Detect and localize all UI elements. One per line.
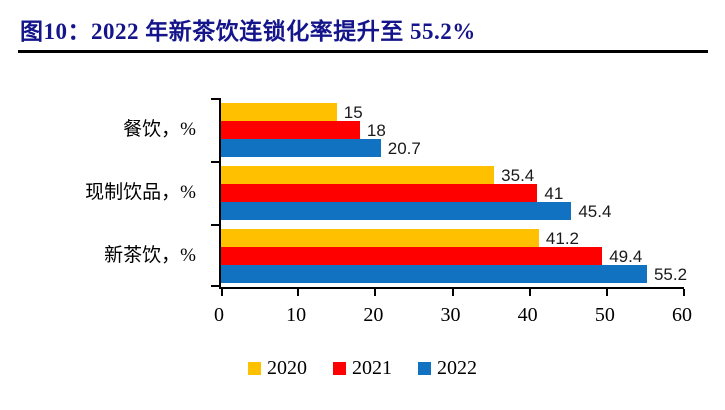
bar-2021-0 <box>221 120 360 139</box>
plot-area: 15 35.4 41.2 18 41 49.4 20.7 45.4 55.2 <box>211 98 688 296</box>
x-axis-tick-label: 30 <box>440 304 461 326</box>
figure-title: 图10：2022 年新茶饮连锁化率提升至 55.2% <box>20 19 476 44</box>
legend-item: 2021 <box>333 357 392 380</box>
legend-swatch <box>333 362 346 375</box>
category-label: 餐饮，% <box>123 119 196 140</box>
chart-legend: 2020 2021 2022 <box>0 357 725 380</box>
bar-value-label: 55.2 <box>653 264 688 284</box>
legend-swatch <box>248 362 261 375</box>
y-axis-tick <box>211 285 219 287</box>
bar-2020-1 <box>221 165 495 184</box>
bar-value-label: 20.7 <box>387 138 421 158</box>
x-axis-tick-label: 40 <box>517 304 538 326</box>
bar-value-label: 15 <box>343 102 363 122</box>
bar-value-label: 18 <box>366 120 386 140</box>
x-axis-tick-label: 10 <box>286 304 307 326</box>
legend-label: 2022 <box>437 357 477 379</box>
bar-2022-1 <box>221 201 572 220</box>
bar-2021-2 <box>221 246 603 265</box>
x-axis-tick-label: 20 <box>363 304 384 326</box>
y-axis-tick <box>211 224 219 226</box>
legend-item: 2022 <box>418 357 477 380</box>
x-axis-tick-label: 60 <box>672 304 692 326</box>
bar-2020-0 <box>221 102 337 121</box>
x-axis-tick <box>451 289 454 296</box>
category-label: 新茶饮，% <box>104 245 196 266</box>
legend-label: 2020 <box>267 357 307 379</box>
legend-label: 2021 <box>352 357 392 379</box>
x-axis-tick <box>297 289 300 296</box>
x-axis-tick <box>528 289 531 296</box>
bar-value-label: 41.2 <box>545 228 580 248</box>
y-axis-tick <box>211 161 219 163</box>
bar-2021-1 <box>221 183 538 202</box>
bar-value-label: 35.4 <box>501 165 535 185</box>
legend-swatch <box>418 362 431 375</box>
x-axis-tick <box>605 289 608 296</box>
bar-2020-2 <box>221 228 539 247</box>
bar-value-label: 45.4 <box>578 201 612 221</box>
x-axis-tick-label: 50 <box>594 304 615 326</box>
bar-2022-0 <box>221 138 381 157</box>
x-axis-tick <box>221 289 223 296</box>
y-axis-tick <box>211 98 219 100</box>
title-underline <box>18 50 708 53</box>
category-label: 现制饮品，% <box>85 182 196 203</box>
legend-item: 2020 <box>248 357 307 380</box>
bar-value-label: 49.4 <box>609 246 643 266</box>
x-axis-tick <box>683 289 685 296</box>
x-axis-tick-label: 0 <box>214 304 224 326</box>
x-axis-tick <box>374 289 377 296</box>
bar-value-label: 41 <box>544 183 564 203</box>
bar-2022-2 <box>221 264 647 283</box>
